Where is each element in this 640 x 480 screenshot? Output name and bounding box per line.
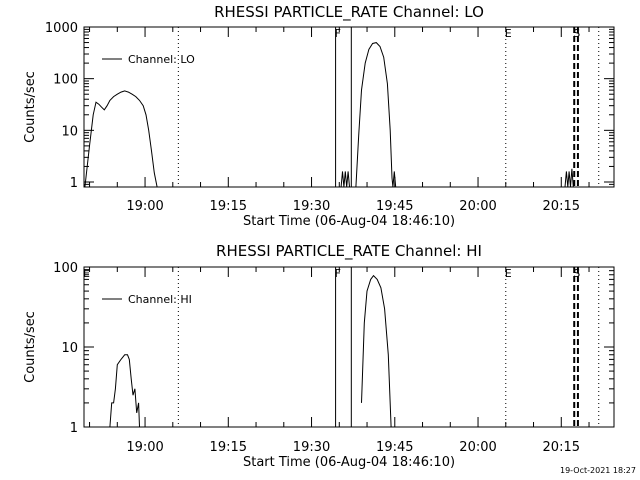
panel-1-marker-flag-label: F	[335, 27, 341, 40]
panel-2-y-tick-label: 100	[53, 261, 78, 276]
panel-2-chart-title: RHESSI PARTICLE_RATE Channel: HI	[216, 242, 482, 261]
panel-1-y-tick-label: 1	[70, 176, 78, 191]
footer-timestamp: 19-Oct-2021 18:27	[560, 466, 636, 475]
panel-1-x-tick-label: 19:00	[126, 199, 163, 214]
panel-2-legend-label: Channel: HI	[128, 293, 192, 306]
panel-2-marker-flag-label: F	[335, 267, 341, 280]
panel-1-x-axis-label: Start Time (06-Aug-04 18:46:10)	[243, 214, 455, 229]
panel-1-chart-title: RHESSI PARTICLE_RATE Channel: LO	[214, 3, 484, 22]
panel-1-marker-flag-label: S	[573, 27, 580, 40]
panel-1-marker-flag-label: E	[505, 27, 512, 40]
panel-2-marker-flag-label: E	[505, 267, 512, 280]
panel-2-x-tick-label: 19:45	[376, 440, 413, 455]
panel-2-x-tick-label: 19:15	[210, 440, 247, 455]
panel-2-plot-frame	[83, 266, 615, 428]
panel-2-marker-flag-label: E	[83, 267, 90, 280]
panel-2-series-line	[109, 354, 140, 428]
panel-1-x-tick-label: 20:15	[543, 199, 580, 214]
panel-2-y-tick-label: 1	[70, 421, 78, 436]
panel-1-x-tick-label: 19:30	[293, 199, 330, 214]
panel-1-series-line	[340, 171, 350, 188]
panel-1-x-tick-label: 19:45	[376, 199, 413, 214]
panel-1-series-line	[355, 42, 397, 188]
panel-2-x-axis-label: Start Time (06-Aug-04 18:46:10)	[243, 455, 455, 470]
panel-1-legend-label: Channel: LO	[128, 53, 195, 66]
panel-2-x-tick-label: 19:30	[293, 440, 330, 455]
panel-1-x-tick-label: 20:00	[459, 199, 496, 214]
panel-1-y-tick-label: 100	[53, 73, 78, 88]
panel-2-x-tick-label: 19:00	[126, 440, 163, 455]
panel-2-y-axis-label: Counts/sec	[23, 311, 38, 383]
panel-2-series-line	[361, 274, 392, 428]
panel-2-x-tick-label: 20:15	[543, 440, 580, 455]
panel-1-y-tick-label: 1000	[45, 21, 78, 36]
panel-1-y-tick-label: 10	[61, 124, 78, 139]
panel-1-x-tick-label: 19:15	[210, 199, 247, 214]
panel-2-y-tick-label: 10	[61, 341, 78, 356]
panel-1-plot-frame	[83, 26, 615, 188]
panel-2-marker-flag-label: S	[573, 267, 580, 280]
panel-1-series-line	[564, 168, 574, 188]
panel-2-chart: RHESSI PARTICLE_RATE Channel: HI Counts/s…	[23, 242, 615, 470]
panel-2-x-tick-label: 20:00	[459, 440, 496, 455]
panel-1-y-axis-label: Counts/sec	[23, 71, 38, 143]
panel-1-series-line	[84, 90, 158, 188]
panel-1-chart: RHESSI PARTICLE_RATE Channel: LO Counts/s…	[23, 3, 615, 229]
